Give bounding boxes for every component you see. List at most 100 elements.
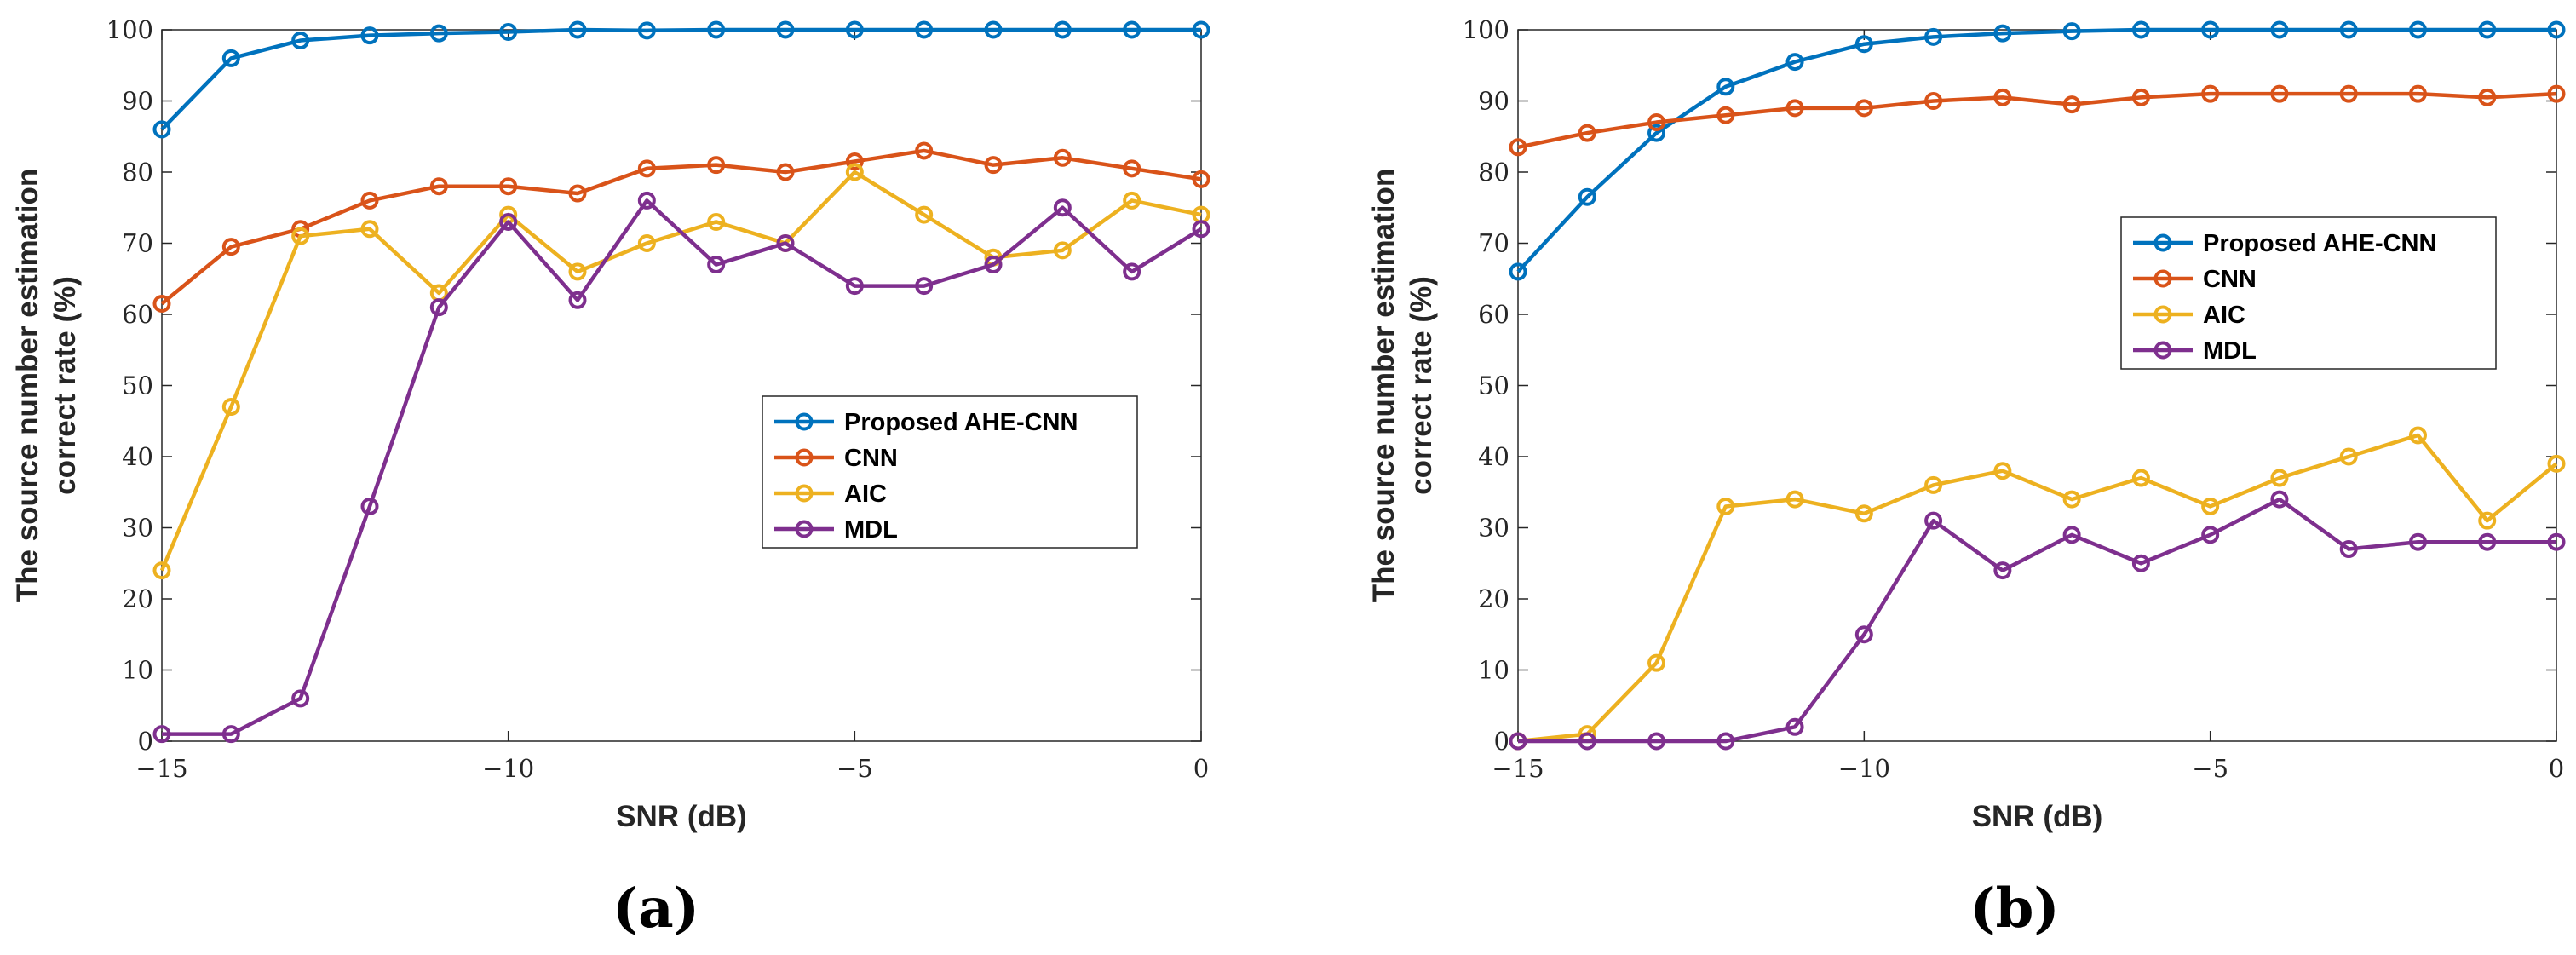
data-point [1924,92,1943,110]
legend-item: Proposed AHE-CNN [2133,230,2436,257]
x-tick-label: −5 [2192,754,2228,783]
series-line [162,198,1203,736]
series-cnn [152,141,1210,313]
legend-swatch-marker [795,412,814,431]
data-point [221,49,240,67]
data-point [776,234,795,252]
data-point [1716,106,1735,124]
legend-label: MDL [844,516,898,544]
y-tick-label: 90 [122,87,153,116]
data-point [707,212,726,231]
data-point [2547,454,2566,473]
data-point [2478,88,2497,106]
x-tick-label: −15 [1492,754,1544,783]
y-tick-label: 10 [1478,656,1509,685]
data-point [2062,490,2081,509]
series-line [1517,433,2558,744]
data-point [2547,20,2566,39]
y-tick-label: 40 [1478,442,1509,471]
legend-swatch-marker [795,520,814,538]
series-proposed-ahe-cnn [152,20,1210,139]
data-point [291,227,310,245]
data-point [637,21,656,40]
data-point [568,291,587,309]
data-point [360,191,379,210]
data-point [2131,469,2150,487]
legend-swatch-marker [2153,269,2172,288]
data-point [2201,497,2220,515]
data-point [984,256,1003,274]
data-point [221,238,240,256]
data-point [1716,497,1735,515]
series-mdl [1509,490,2566,751]
data-point [984,20,1003,39]
y-axis-label-line-2: correct rate (%) [1405,276,1438,495]
legend-swatch-marker [2153,341,2172,360]
data-point [1993,561,2012,580]
series-line [1518,497,2556,744]
legend-item: CNN [2133,266,2257,293]
series-cnn [1509,84,2566,157]
data-point [568,184,587,203]
data-point [2478,20,2497,39]
data-point [2408,84,2427,103]
data-point [568,20,587,39]
y-tick-label: 50 [1478,371,1509,400]
data-point [845,163,864,181]
data-point [1123,191,1141,210]
data-point [1647,124,1666,142]
data-point [2201,84,2220,103]
legend-label: AIC [844,480,887,508]
legend: Proposed AHE-CNN CNN AIC MDL [2120,216,2497,370]
data-point [1785,53,1804,72]
data-point [1647,113,1666,132]
data-point [915,205,934,224]
data-point [776,20,795,39]
series-line [160,27,1201,131]
data-point [1924,475,1943,494]
data-point [915,141,934,160]
data-point [1578,732,1596,751]
data-point [845,20,864,39]
y-axis-label-line-1: The source number estimation [11,169,44,603]
data-point [360,497,379,515]
legend-label: CNN [2203,266,2257,293]
data-point [499,212,518,231]
data-point [1785,490,1804,509]
data-point [1854,625,1873,644]
data-point [1785,717,1804,736]
y-tick-label: 10 [122,656,153,685]
data-point [1123,159,1141,178]
data-point [707,256,726,274]
legend-swatch-marker [795,484,814,503]
x-axis-label: SNR (dB) [1972,800,2103,833]
data-point [2270,20,2289,39]
series-line [160,148,1202,306]
data-point [152,294,171,313]
legend-swatch-marker [2153,305,2172,324]
panel-a: 0 10 20 30 40 50 60 70 80 90 100 −15 −10 −5 0 SNR (dB) T… [11,15,1210,941]
panel-b: 0 10 20 30 40 50 60 70 80 90 100 −15 −10 −5 0 SNR (dB) T… [1367,15,2566,941]
data-point [2547,84,2566,103]
data-point [1993,24,2012,43]
x-tick-label: −10 [1838,754,1890,783]
y-tick-label: 0 [1494,727,1509,756]
data-point [1647,732,1666,751]
panel-label: (a) [612,877,699,941]
data-point [2062,526,2081,544]
y-tick-label: 60 [122,300,153,329]
data-point [637,191,656,210]
data-point [1785,99,1804,118]
data-point [1578,187,1596,206]
legend-label: Proposed AHE-CNN [844,409,1078,436]
y-tick-label: 20 [1478,584,1509,613]
x-tick-label: 0 [1193,754,1209,783]
data-point [1123,20,1141,39]
x-axis-label: SNR (dB) [616,800,747,833]
data-point [2339,84,2358,103]
data-point [776,163,795,181]
legend-item: Proposed AHE-CNN [774,409,1078,436]
y-axis-label-line-1: The source number estimation [1367,169,1400,603]
data-point [2339,20,2358,39]
data-point [1192,20,1210,39]
